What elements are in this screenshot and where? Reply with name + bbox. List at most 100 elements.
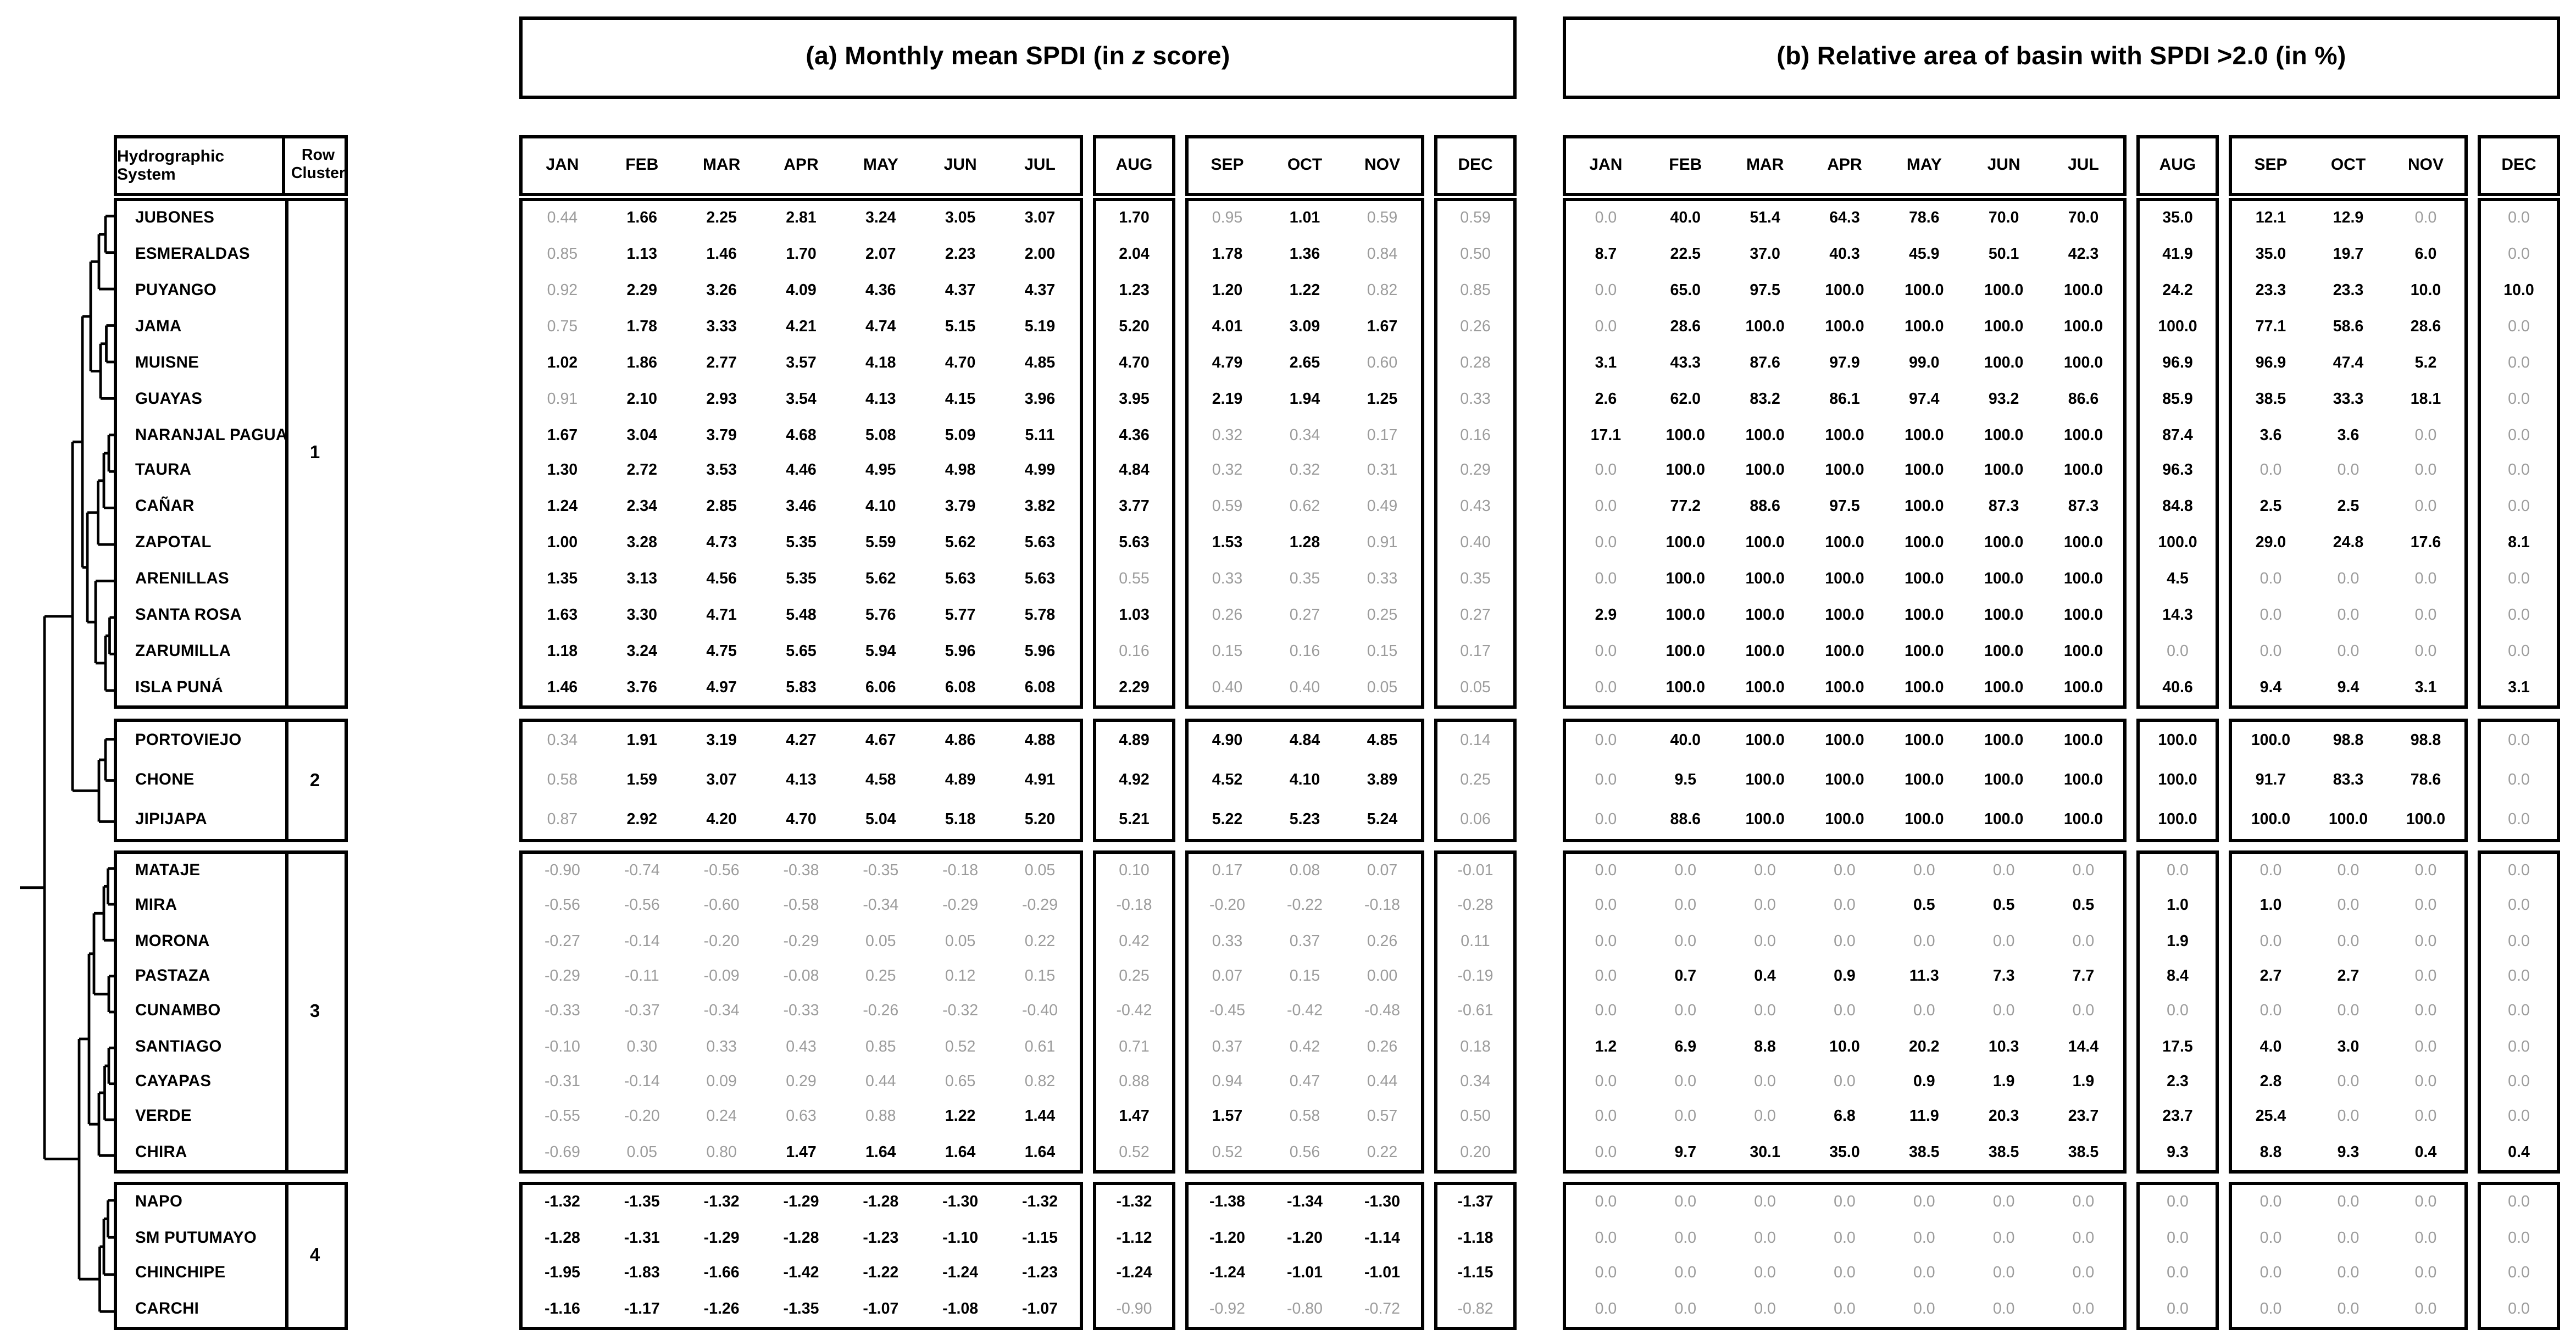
value-cell: 0.0 <box>2508 932 2530 951</box>
value-cell: 3.05 <box>945 210 976 229</box>
value-cell: 0.17 <box>1212 862 1243 881</box>
value-cell: 0.0 <box>1992 1264 2015 1283</box>
value-cell: -0.34 <box>703 1003 740 1021</box>
value-cell: -0.60 <box>703 897 740 916</box>
value-cell: -0.92 <box>1209 1300 1245 1319</box>
value-cell: 5.48 <box>786 606 817 625</box>
month-header-nov: NOV <box>2407 157 2444 175</box>
value-cell: 5.63 <box>945 570 976 589</box>
data-rows: 0.44 1.66 2.25 2.81 3.24 3.05 3.07 0.85 1.13 1.46… <box>523 201 1080 705</box>
value-cell: 10.0 <box>2410 282 2441 301</box>
value-cell: 4.10 <box>1289 771 1320 789</box>
table-row: 0.0 100.0 100.0 100.0 100.0 100.0 100.0 <box>1566 561 2123 598</box>
data-rows: -1.37 -1.18 -1.15 -0.82 <box>1437 1185 1513 1327</box>
value-cell: 4.37 <box>945 282 976 301</box>
value-cell: 0.09 <box>706 1073 737 1092</box>
table-row: -0.20 -0.22 -0.18 <box>1189 889 1421 924</box>
table-row: 40.6 <box>2140 670 2216 706</box>
value-cell: 0.0 <box>2508 732 2530 750</box>
value-cell: 6.08 <box>1024 678 1056 697</box>
value-cell: 0.0 <box>2508 1300 2530 1319</box>
value-cell: -0.72 <box>1364 1300 1400 1319</box>
value-cell: 87.3 <box>2068 498 2099 516</box>
table-row: 0.0 <box>2481 453 2557 490</box>
table-row: 0.0 <box>2481 345 2557 381</box>
data-rows: 0.0 0.0 0.0 0.0 <box>2140 1185 2216 1327</box>
value-cell: 4.79 <box>1212 354 1243 372</box>
value-cell: 23.7 <box>2068 1108 2099 1127</box>
value-cell: 0.32 <box>1289 462 1320 481</box>
value-cell: 35.0 <box>2162 210 2193 229</box>
value-cell: 0.0 <box>2337 606 2360 625</box>
value-cell: 0.32 <box>1212 462 1243 481</box>
value-cell: 4.52 <box>1212 771 1243 789</box>
value-cell: 3.33 <box>706 318 737 336</box>
table-row: 0.0 <box>2481 761 2557 800</box>
value-cell: 70.0 <box>2068 210 2099 229</box>
data-box-panel-a-cluster-4: -1.32 -1.12 -1.24 -0.90 <box>1093 1182 1175 1330</box>
table-row: 0.07 0.15 0.00 <box>1189 959 1421 994</box>
value-cell: 77.2 <box>1670 498 1701 516</box>
value-cell: 93.2 <box>1988 390 2019 409</box>
value-cell: 100.0 <box>2158 318 2197 336</box>
value-cell: 18.1 <box>2410 390 2441 409</box>
month-header-row: DEC <box>1437 138 1513 193</box>
value-cell: 0.59 <box>1460 210 1491 229</box>
value-cell: 0.0 <box>2337 862 2360 881</box>
table-row: 0.28 <box>1437 345 1513 381</box>
value-cell: 100.0 <box>1984 570 2024 589</box>
table-row: 24.2 <box>2140 273 2216 309</box>
value-cell: 3.57 <box>786 354 817 372</box>
table-row: -1.15 <box>1437 1256 1513 1292</box>
value-cell: -0.14 <box>624 932 660 951</box>
value-cell: 0.40 <box>1460 534 1491 553</box>
value-cell: 0.24 <box>706 1108 737 1127</box>
hydro-system-name: CAYAPAS <box>135 1073 212 1092</box>
value-cell: -1.15 <box>1022 1229 1058 1248</box>
value-cell: 0.33 <box>1367 570 1398 589</box>
value-cell: 0.0 <box>1595 534 1617 553</box>
value-cell: 0.80 <box>706 1143 737 1162</box>
value-cell: 100.0 <box>2158 534 2197 553</box>
value-cell: 100.0 <box>1984 426 2024 444</box>
value-cell: 0.0 <box>1674 1003 1697 1021</box>
value-cell: 0.0 <box>1834 1264 1856 1283</box>
data-rows: 0.14 0.25 0.06 <box>1437 722 1513 839</box>
table-row: 3.1 43.3 87.6 97.9 99.0 100.0 100.0 <box>1566 345 2123 381</box>
value-cell: 2.29 <box>1119 678 1150 697</box>
value-cell: 2.5 <box>2337 498 2360 516</box>
value-cell: 3.30 <box>626 606 658 625</box>
value-cell: 0.0 <box>2259 1264 2282 1283</box>
value-cell: 1.9 <box>1992 1073 2015 1092</box>
value-cell: -1.23 <box>1022 1264 1058 1283</box>
table-row: 0.95 1.01 0.59 <box>1189 201 1421 237</box>
value-cell: 0.28 <box>1460 354 1491 372</box>
value-cell: 100.0 <box>1665 642 1705 661</box>
value-cell: 100.0 <box>1905 771 1944 789</box>
table-row: 0.4 <box>2481 1135 2557 1170</box>
hydro-system-name: GUAYAS <box>135 390 203 409</box>
value-cell: 0.61 <box>1024 1038 1056 1057</box>
table-row: NAPO <box>117 1185 285 1221</box>
value-cell: -0.18 <box>1364 897 1400 916</box>
value-cell: 0.0 <box>2508 771 2530 789</box>
table-row: 1.23 <box>1096 273 1172 309</box>
value-cell: 0.0 <box>1674 1108 1697 1127</box>
table-row: 0.0 <box>2140 1221 2216 1256</box>
hydro-names-box-cluster-4: NAPO SM PUTUMAYO CHINCHIPE CARCHI 4 <box>114 1182 348 1330</box>
value-cell: 2.92 <box>626 810 658 829</box>
data-rows: 0.0 0.0 0.0 1.0 0.0 0.0 0.0 0.0 0.0 2.7 2.7 0.0 0.0 0… <box>2232 854 2464 1170</box>
value-cell: 0.05 <box>865 932 896 951</box>
value-cell: 5.23 <box>1289 810 1320 829</box>
value-cell: 4.10 <box>865 498 896 516</box>
value-cell: 25.4 <box>2255 1108 2286 1127</box>
table-row: 0.0 <box>2481 417 2557 453</box>
value-cell: 0.05 <box>626 1143 658 1162</box>
data-box-panel-a-cluster-2: 0.34 1.91 3.19 4.27 4.67 4.86 4.88 0.58 1.59 3.07… <box>519 719 1083 842</box>
table-row: 23.7 <box>2140 1100 2216 1135</box>
table-row: 0.0 0.0 0.0 0.0 0.0 0.0 0.0 <box>1566 1256 2123 1292</box>
value-cell: 0.0 <box>2337 462 2360 481</box>
value-cell: 9.7 <box>1674 1143 1697 1162</box>
month-header-apr: APR <box>1827 157 1862 175</box>
table-row: ZAPOTAL <box>117 525 285 561</box>
